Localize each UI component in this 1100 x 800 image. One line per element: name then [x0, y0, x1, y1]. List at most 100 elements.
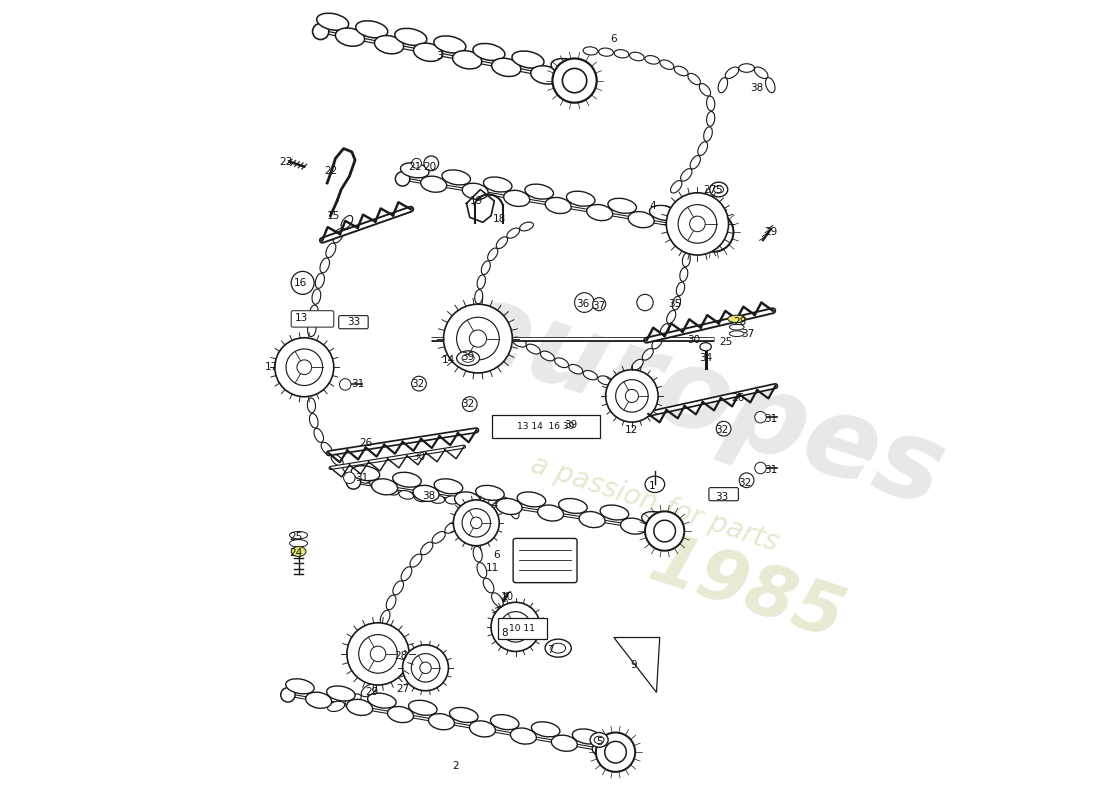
- Ellipse shape: [608, 198, 637, 214]
- Ellipse shape: [355, 21, 387, 38]
- Circle shape: [645, 511, 684, 550]
- Ellipse shape: [667, 310, 675, 323]
- Ellipse shape: [517, 492, 546, 507]
- Ellipse shape: [507, 228, 519, 238]
- Circle shape: [703, 222, 725, 243]
- Ellipse shape: [682, 253, 691, 267]
- Circle shape: [456, 318, 499, 360]
- Ellipse shape: [328, 702, 344, 711]
- Ellipse shape: [729, 330, 744, 337]
- Ellipse shape: [551, 643, 565, 653]
- Ellipse shape: [649, 206, 678, 221]
- Ellipse shape: [483, 578, 494, 593]
- Ellipse shape: [414, 486, 439, 502]
- Ellipse shape: [346, 699, 373, 715]
- Text: 38: 38: [750, 83, 763, 93]
- Circle shape: [470, 330, 486, 347]
- Ellipse shape: [586, 205, 613, 221]
- Ellipse shape: [307, 398, 316, 413]
- Ellipse shape: [680, 267, 688, 282]
- Ellipse shape: [597, 376, 613, 385]
- Ellipse shape: [725, 67, 739, 78]
- Text: europes: europes: [443, 271, 958, 529]
- Ellipse shape: [728, 315, 746, 322]
- Ellipse shape: [579, 511, 605, 528]
- Text: 25: 25: [719, 337, 733, 347]
- Ellipse shape: [372, 478, 397, 495]
- Text: 26: 26: [359, 438, 372, 449]
- Ellipse shape: [496, 498, 522, 514]
- Text: 32: 32: [738, 478, 751, 488]
- Circle shape: [343, 472, 355, 483]
- Ellipse shape: [652, 337, 662, 349]
- Ellipse shape: [462, 354, 474, 362]
- Ellipse shape: [286, 678, 315, 694]
- Ellipse shape: [672, 296, 681, 310]
- Circle shape: [593, 298, 606, 310]
- Ellipse shape: [530, 66, 560, 84]
- Ellipse shape: [381, 610, 390, 625]
- FancyBboxPatch shape: [492, 414, 600, 438]
- Ellipse shape: [540, 351, 554, 361]
- Ellipse shape: [477, 275, 485, 289]
- Ellipse shape: [482, 261, 491, 274]
- Ellipse shape: [592, 742, 618, 758]
- Ellipse shape: [289, 531, 308, 539]
- Text: 32: 32: [715, 426, 728, 435]
- Ellipse shape: [317, 14, 349, 30]
- Text: 25: 25: [289, 532, 302, 542]
- Circle shape: [552, 58, 596, 102]
- Ellipse shape: [420, 542, 433, 555]
- FancyBboxPatch shape: [497, 618, 547, 639]
- Circle shape: [574, 293, 594, 312]
- Circle shape: [280, 688, 295, 702]
- Ellipse shape: [327, 686, 355, 701]
- Circle shape: [690, 216, 705, 232]
- Text: 1985: 1985: [640, 526, 852, 654]
- Ellipse shape: [641, 511, 670, 526]
- Text: 11: 11: [486, 563, 499, 573]
- Circle shape: [346, 622, 409, 685]
- Ellipse shape: [496, 237, 507, 249]
- Text: 28: 28: [734, 317, 747, 327]
- Ellipse shape: [414, 43, 442, 62]
- Text: 8: 8: [502, 629, 508, 638]
- Ellipse shape: [559, 498, 587, 514]
- Text: 21: 21: [408, 162, 421, 171]
- Ellipse shape: [452, 50, 482, 69]
- Ellipse shape: [691, 213, 719, 227]
- Circle shape: [667, 193, 728, 255]
- Ellipse shape: [629, 52, 645, 61]
- Ellipse shape: [755, 67, 768, 78]
- Text: 6: 6: [610, 34, 617, 44]
- Ellipse shape: [341, 215, 353, 229]
- Ellipse shape: [690, 155, 701, 169]
- Ellipse shape: [492, 593, 503, 607]
- Ellipse shape: [442, 170, 471, 185]
- Circle shape: [606, 370, 658, 422]
- Circle shape: [359, 634, 397, 673]
- Text: 30: 30: [686, 335, 700, 346]
- Ellipse shape: [676, 282, 684, 296]
- Ellipse shape: [700, 342, 712, 351]
- Ellipse shape: [704, 127, 713, 142]
- Ellipse shape: [387, 706, 414, 722]
- Ellipse shape: [660, 60, 674, 70]
- Ellipse shape: [475, 290, 483, 304]
- Ellipse shape: [697, 142, 707, 155]
- Circle shape: [453, 500, 499, 546]
- Text: 4: 4: [649, 201, 656, 211]
- Text: 20: 20: [424, 162, 437, 171]
- Ellipse shape: [289, 540, 308, 547]
- Ellipse shape: [450, 707, 478, 722]
- Text: 22: 22: [323, 166, 337, 177]
- Ellipse shape: [566, 191, 595, 206]
- Ellipse shape: [487, 248, 498, 261]
- Text: 27: 27: [396, 684, 409, 694]
- Ellipse shape: [400, 162, 429, 178]
- Ellipse shape: [714, 186, 724, 193]
- Ellipse shape: [660, 324, 670, 337]
- Ellipse shape: [554, 358, 569, 367]
- Ellipse shape: [620, 518, 647, 534]
- Circle shape: [275, 338, 333, 397]
